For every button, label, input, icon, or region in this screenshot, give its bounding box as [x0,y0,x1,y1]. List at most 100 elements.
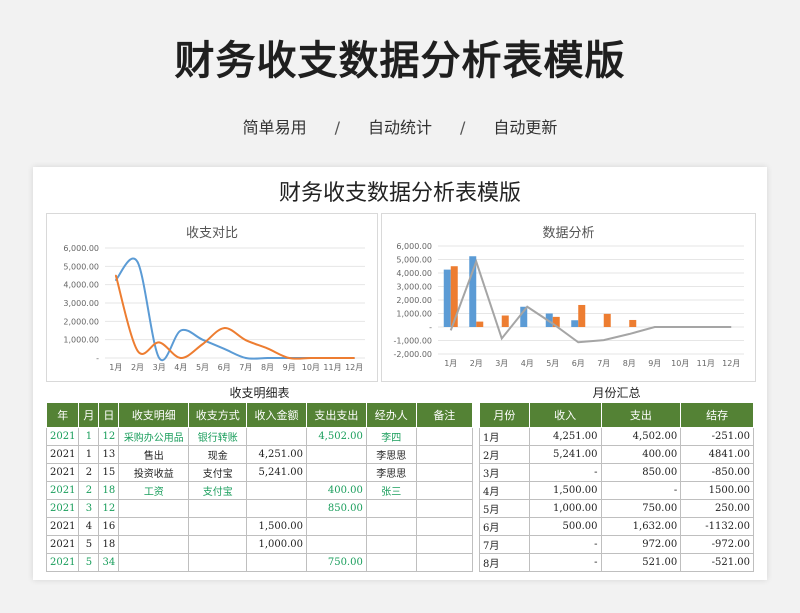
cell-note[interactable] [415,481,474,500]
cell-method[interactable] [188,517,248,536]
cell-year[interactable]: 2021 [45,499,80,518]
cell-handler[interactable] [365,499,417,518]
cell-income[interactable]: 4,251.00 [528,427,602,446]
cell-year[interactable]: 2021 [45,517,80,536]
cell-month[interactable]: 6月 [479,517,530,536]
cell-balance[interactable]: -251.00 [680,427,754,446]
cell-month[interactable]: 2 [78,463,100,482]
cell-income[interactable]: - [528,463,602,482]
cell-method[interactable]: 支付宝 [188,463,248,482]
cell-expense[interactable]: 521.00 [600,553,682,572]
cell-note[interactable] [415,535,474,554]
cell-method[interactable]: 银行转账 [188,427,248,446]
cell-item[interactable] [118,499,190,518]
cell-month[interactable]: 1 [78,427,100,446]
cell-method[interactable] [188,499,248,518]
cell-handler[interactable] [365,517,417,536]
cell-income[interactable]: 1,500.00 [246,517,307,536]
cell-day[interactable]: 12 [98,427,120,446]
cell-note[interactable] [415,517,474,536]
cell-expense[interactable]: 400.00 [305,481,367,500]
cell-method[interactable] [188,535,248,554]
cell-handler[interactable]: 张三 [365,481,417,500]
cell-handler[interactable]: 李四 [365,427,417,446]
cell-year[interactable]: 2021 [45,427,80,446]
cell-month[interactable]: 2 [78,481,100,500]
cell-expense[interactable] [305,463,367,482]
cell-balance[interactable]: -972.00 [680,535,754,554]
cell-item[interactable]: 售出 [118,445,190,464]
cell-income[interactable]: - [528,553,602,572]
cell-expense[interactable]: 400.00 [600,445,682,464]
cell-expense[interactable]: 4,502.00 [305,427,367,446]
cell-day[interactable]: 34 [98,553,120,572]
cell-income[interactable]: 1,000.00 [528,499,602,518]
cell-expense[interactable] [305,445,367,464]
cell-day[interactable]: 16 [98,517,120,536]
cell-month[interactable]: 7月 [479,535,530,554]
cell-balance[interactable]: -850.00 [680,463,754,482]
cell-year[interactable]: 2021 [45,535,80,554]
cell-expense[interactable]: 972.00 [600,535,682,554]
cell-day[interactable]: 15 [98,463,120,482]
cell-item[interactable] [118,535,190,554]
cell-note[interactable] [415,427,474,446]
cell-item[interactable]: 采购办公用品 [118,427,190,446]
cell-month[interactable]: 1 [78,445,100,464]
cell-expense[interactable]: 850.00 [600,463,682,482]
cell-month[interactable]: 4月 [479,481,530,500]
cell-income[interactable]: - [528,535,602,554]
cell-expense[interactable]: 750.00 [305,553,367,572]
cell-month[interactable]: 4 [78,517,100,536]
cell-note[interactable] [415,499,474,518]
cell-income[interactable]: 5,241.00 [246,463,307,482]
cell-method[interactable] [188,553,248,572]
cell-income[interactable] [246,553,307,572]
cell-item[interactable]: 投资收益 [118,463,190,482]
cell-handler[interactable]: 李思思 [365,463,417,482]
cell-balance[interactable]: 250.00 [680,499,754,518]
cell-month[interactable]: 5月 [479,499,530,518]
cell-income[interactable]: 500.00 [528,517,602,536]
cell-balance[interactable]: -1132.00 [680,517,754,536]
cell-handler[interactable]: 李思思 [365,445,417,464]
cell-item[interactable]: 工资 [118,481,190,500]
cell-note[interactable] [415,463,474,482]
cell-balance[interactable]: 4841.00 [680,445,754,464]
cell-income[interactable] [246,427,307,446]
cell-balance[interactable]: 1500.00 [680,481,754,500]
cell-income[interactable]: 1,500.00 [528,481,602,500]
cell-year[interactable]: 2021 [45,445,80,464]
cell-handler[interactable] [365,535,417,554]
cell-expense[interactable]: 850.00 [305,499,367,518]
cell-item[interactable] [118,553,190,572]
cell-expense[interactable]: 4,502.00 [600,427,682,446]
cell-expense[interactable]: 750.00 [600,499,682,518]
cell-handler[interactable] [365,553,417,572]
cell-month[interactable]: 2月 [479,445,530,464]
cell-month[interactable]: 3月 [479,463,530,482]
cell-month[interactable]: 8月 [479,553,530,572]
cell-balance[interactable]: -521.00 [680,553,754,572]
cell-year[interactable]: 2021 [45,553,80,572]
cell-note[interactable] [415,445,474,464]
cell-year[interactable]: 2021 [45,463,80,482]
cell-expense[interactable]: - [600,481,682,500]
cell-income[interactable]: 4,251.00 [246,445,307,464]
cell-method[interactable]: 支付宝 [188,481,248,500]
cell-income[interactable] [246,481,307,500]
cell-method[interactable]: 现金 [188,445,248,464]
cell-income[interactable]: 5,241.00 [528,445,602,464]
cell-month[interactable]: 5 [78,553,100,572]
cell-month[interactable]: 5 [78,535,100,554]
cell-day[interactable]: 13 [98,445,120,464]
cell-month[interactable]: 3 [78,499,100,518]
cell-expense[interactable]: 1,632.00 [600,517,682,536]
cell-month[interactable]: 1月 [479,427,530,446]
cell-day[interactable]: 12 [98,499,120,518]
cell-item[interactable] [118,517,190,536]
cell-note[interactable] [415,553,474,572]
cell-expense[interactable] [305,517,367,536]
cell-expense[interactable] [305,535,367,554]
cell-day[interactable]: 18 [98,481,120,500]
